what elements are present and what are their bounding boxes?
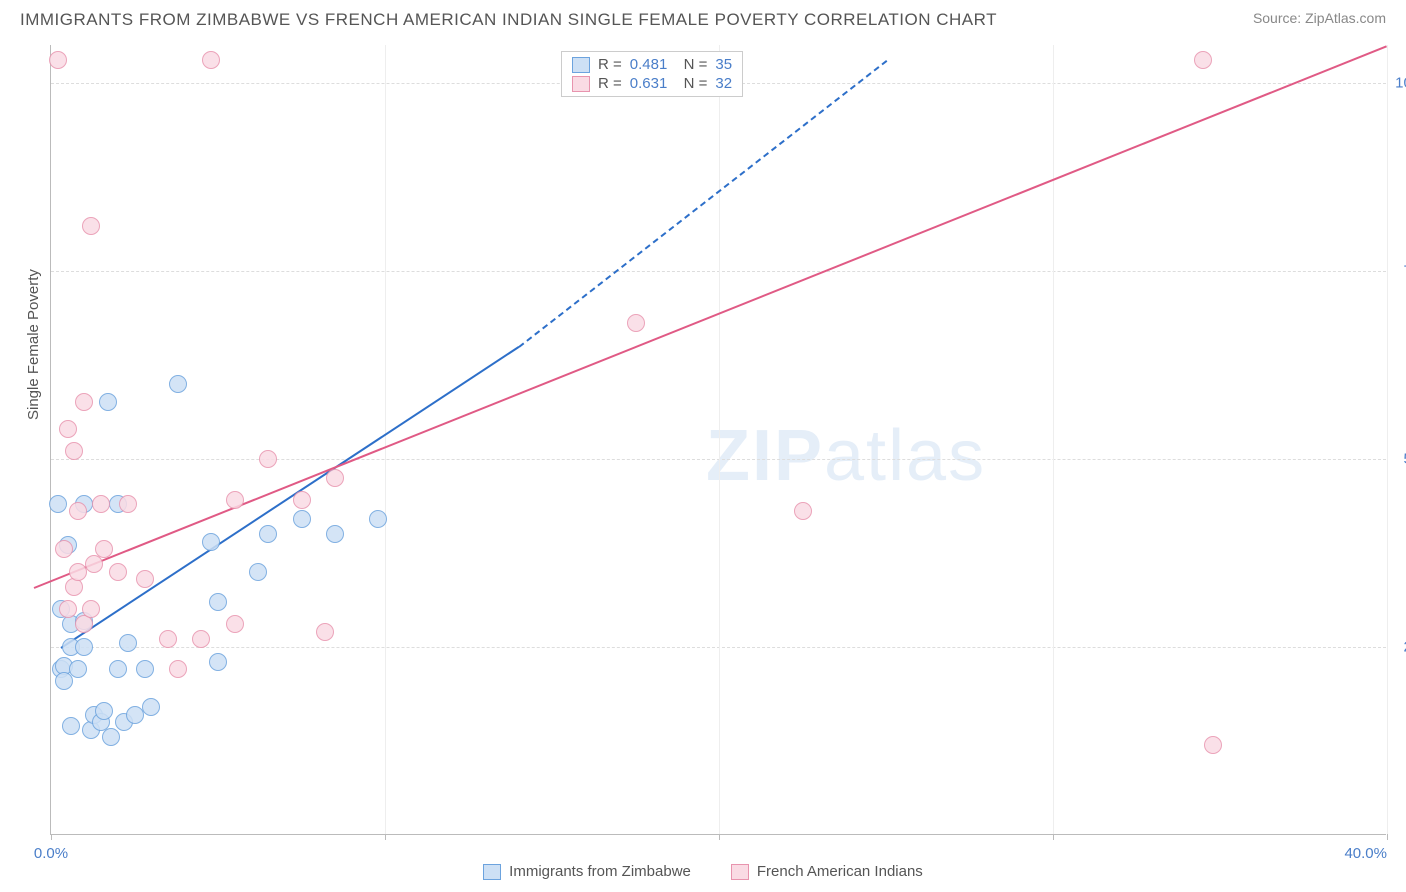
data-point [259,450,277,468]
data-point [119,495,137,513]
legend-n-value: 32 [715,75,732,92]
correlation-legend: R = 0.481 N = 35R = 0.631 N = 32 [561,51,743,97]
legend-n-label: N = [675,75,707,92]
data-point [226,615,244,633]
legend-swatch [572,57,590,73]
data-point [326,525,344,543]
data-point [259,525,277,543]
data-point [249,563,267,581]
trend-line-dashed [518,60,887,347]
legend-n-label: N = [675,56,707,73]
x-tick [385,834,386,840]
chart-title: IMMIGRANTS FROM ZIMBABWE VS FRENCH AMERI… [20,10,997,30]
x-tick [51,834,52,840]
y-axis-label: Single Female Poverty [25,269,42,420]
data-point [55,540,73,558]
data-point [226,491,244,509]
x-tick-label: 0.0% [34,845,68,862]
watermark-light: atlas [824,416,986,496]
data-point [75,638,93,656]
data-point [82,600,100,618]
data-point [119,634,137,652]
data-point [69,563,87,581]
x-tick [719,834,720,840]
data-point [209,653,227,671]
gridline-v [719,45,720,834]
chart-source: Source: ZipAtlas.com [1253,10,1386,26]
data-point [59,420,77,438]
chart-header: IMMIGRANTS FROM ZIMBABWE VS FRENCH AMERI… [0,0,1406,35]
x-tick-label: 40.0% [1344,845,1387,862]
data-point [326,469,344,487]
data-point [142,698,160,716]
scatter-chart: ZIPatlas 25.0%50.0%75.0%100.0%0.0%40.0%R… [50,45,1386,835]
data-point [49,495,67,513]
watermark-bold: ZIP [706,416,824,496]
data-point [209,593,227,611]
x-tick [1053,834,1054,840]
data-point [82,217,100,235]
legend-swatch [483,864,501,880]
data-point [136,660,154,678]
data-point [159,630,177,648]
legend-row: R = 0.631 N = 32 [572,75,732,92]
bottom-legend: Immigrants from Zimbabwe French American … [0,863,1406,880]
data-point [69,502,87,520]
legend-r-value: 0.481 [630,56,668,73]
bottom-legend-label: Immigrants from Zimbabwe [509,863,691,880]
legend-r-label: R = [598,56,622,73]
data-point [85,555,103,573]
data-point [293,510,311,528]
gridline-v [1053,45,1054,834]
data-point [65,442,83,460]
data-point [169,375,187,393]
data-point [369,510,387,528]
legend-swatch [731,864,749,880]
x-tick [1387,834,1388,840]
data-point [92,495,110,513]
data-point [95,702,113,720]
data-point [102,728,120,746]
y-tick-label: 100.0% [1395,74,1406,91]
data-point [109,563,127,581]
gridline-v [1387,45,1388,834]
data-point [126,706,144,724]
data-point [1204,736,1222,754]
data-point [136,570,154,588]
data-point [293,491,311,509]
legend-swatch [572,76,590,92]
data-point [192,630,210,648]
legend-n-value: 35 [715,56,732,73]
data-point [95,540,113,558]
data-point [62,717,80,735]
watermark: ZIPatlas [706,415,986,497]
data-point [65,578,83,596]
legend-r-label: R = [598,75,622,92]
data-point [59,600,77,618]
bottom-legend-item: Immigrants from Zimbabwe [483,863,691,880]
gridline-v [385,45,386,834]
data-point [627,314,645,332]
data-point [316,623,334,641]
data-point [49,51,67,69]
data-point [99,393,117,411]
data-point [169,660,187,678]
data-point [1194,51,1212,69]
data-point [55,672,73,690]
legend-row: R = 0.481 N = 35 [572,56,732,73]
bottom-legend-item: French American Indians [731,863,923,880]
data-point [75,393,93,411]
data-point [109,660,127,678]
data-point [202,533,220,551]
legend-r-value: 0.631 [630,75,668,92]
data-point [794,502,812,520]
data-point [202,51,220,69]
bottom-legend-label: French American Indians [757,863,923,880]
